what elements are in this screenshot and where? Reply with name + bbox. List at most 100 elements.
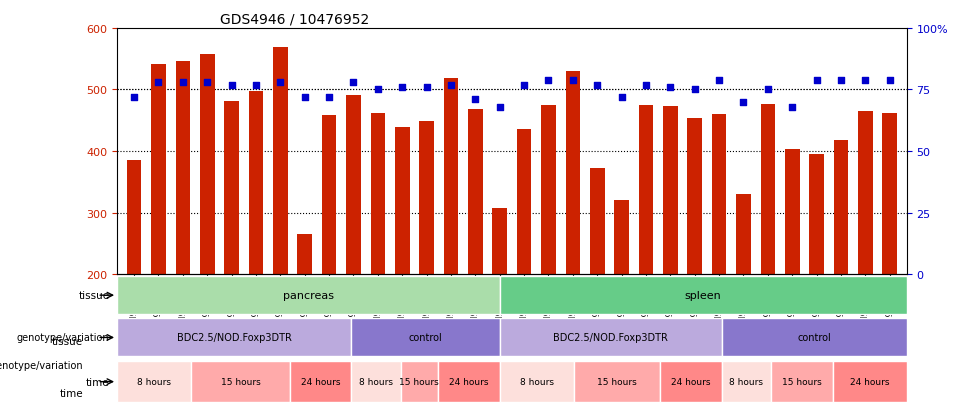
Point bbox=[150, 80, 166, 86]
Bar bbox=[151, 64, 166, 397]
Text: time: time bbox=[59, 388, 83, 398]
FancyBboxPatch shape bbox=[351, 319, 499, 356]
Text: time: time bbox=[86, 377, 109, 387]
Point bbox=[322, 94, 337, 101]
Bar bbox=[249, 92, 263, 397]
FancyBboxPatch shape bbox=[351, 361, 401, 402]
Text: control: control bbox=[798, 332, 831, 343]
FancyBboxPatch shape bbox=[117, 276, 499, 314]
Point bbox=[296, 94, 312, 101]
Bar bbox=[687, 119, 702, 397]
Bar bbox=[639, 106, 653, 397]
Bar bbox=[614, 201, 629, 397]
Bar bbox=[127, 161, 141, 397]
FancyBboxPatch shape bbox=[117, 319, 351, 356]
Text: BDC2.5/NOD.Foxp3DTR: BDC2.5/NOD.Foxp3DTR bbox=[553, 332, 668, 343]
Text: tissue: tissue bbox=[78, 290, 109, 300]
Text: genotype/variation: genotype/variation bbox=[17, 332, 109, 343]
Bar bbox=[590, 168, 604, 397]
Bar bbox=[395, 128, 409, 397]
Text: pancreas: pancreas bbox=[283, 290, 333, 300]
Point bbox=[419, 85, 435, 91]
Text: control: control bbox=[409, 332, 443, 343]
FancyBboxPatch shape bbox=[660, 361, 722, 402]
Point bbox=[370, 87, 386, 94]
Text: 15 hours: 15 hours bbox=[220, 377, 260, 386]
FancyBboxPatch shape bbox=[771, 361, 833, 402]
Bar bbox=[809, 155, 824, 397]
FancyBboxPatch shape bbox=[499, 319, 722, 356]
Bar bbox=[834, 140, 848, 397]
Point bbox=[809, 77, 825, 84]
Text: 15 hours: 15 hours bbox=[782, 377, 822, 386]
FancyBboxPatch shape bbox=[438, 361, 499, 402]
Text: 8 hours: 8 hours bbox=[729, 377, 763, 386]
Text: 8 hours: 8 hours bbox=[137, 377, 171, 386]
Point bbox=[686, 87, 702, 94]
Text: 8 hours: 8 hours bbox=[520, 377, 554, 386]
FancyBboxPatch shape bbox=[499, 276, 907, 314]
Text: tissue: tissue bbox=[52, 336, 83, 346]
Point bbox=[663, 85, 679, 91]
Text: 24 hours: 24 hours bbox=[850, 377, 889, 386]
Bar bbox=[517, 130, 531, 397]
Point bbox=[272, 80, 289, 86]
Point bbox=[858, 77, 874, 84]
Point bbox=[712, 77, 727, 84]
Bar bbox=[541, 106, 556, 397]
Point bbox=[394, 85, 410, 91]
Bar bbox=[322, 115, 336, 397]
Point bbox=[199, 80, 214, 86]
Bar bbox=[663, 107, 678, 397]
Point bbox=[833, 77, 848, 84]
Text: GDS4946 / 10476952: GDS4946 / 10476952 bbox=[219, 12, 369, 26]
FancyBboxPatch shape bbox=[499, 361, 573, 402]
Text: 24 hours: 24 hours bbox=[301, 377, 340, 386]
Point bbox=[589, 82, 604, 89]
Point bbox=[345, 80, 361, 86]
Point bbox=[638, 82, 653, 89]
FancyBboxPatch shape bbox=[722, 361, 771, 402]
Text: spleen: spleen bbox=[684, 290, 722, 300]
Point bbox=[127, 94, 142, 101]
Point bbox=[223, 82, 240, 89]
Point bbox=[760, 87, 776, 94]
FancyBboxPatch shape bbox=[290, 361, 351, 402]
Text: 15 hours: 15 hours bbox=[597, 377, 637, 386]
Bar bbox=[712, 115, 726, 397]
FancyBboxPatch shape bbox=[401, 361, 438, 402]
Bar bbox=[760, 105, 775, 397]
Point bbox=[491, 104, 507, 111]
FancyBboxPatch shape bbox=[191, 361, 290, 402]
Point bbox=[443, 82, 459, 89]
Point bbox=[566, 77, 581, 84]
Text: genotype/variation: genotype/variation bbox=[0, 361, 83, 370]
Bar bbox=[468, 110, 483, 397]
Bar bbox=[566, 72, 580, 397]
Bar bbox=[858, 112, 873, 397]
Point bbox=[248, 82, 263, 89]
Bar bbox=[736, 195, 751, 397]
Point bbox=[517, 82, 532, 89]
Text: 8 hours: 8 hours bbox=[359, 377, 393, 386]
Bar bbox=[419, 122, 434, 397]
FancyBboxPatch shape bbox=[833, 361, 907, 402]
Bar bbox=[297, 235, 312, 397]
Point bbox=[614, 94, 630, 101]
Point bbox=[176, 80, 191, 86]
Point bbox=[468, 97, 484, 103]
Point bbox=[735, 99, 751, 106]
Bar bbox=[492, 208, 507, 397]
Bar bbox=[882, 114, 897, 397]
FancyBboxPatch shape bbox=[722, 319, 907, 356]
Point bbox=[540, 77, 556, 84]
Bar bbox=[224, 102, 239, 397]
Bar bbox=[200, 55, 214, 397]
Point bbox=[881, 77, 897, 84]
Bar bbox=[370, 114, 385, 397]
Text: 15 hours: 15 hours bbox=[400, 377, 439, 386]
Bar bbox=[444, 78, 458, 397]
Bar bbox=[176, 62, 190, 397]
Point bbox=[784, 104, 800, 111]
Text: BDC2.5/NOD.Foxp3DTR: BDC2.5/NOD.Foxp3DTR bbox=[176, 332, 292, 343]
